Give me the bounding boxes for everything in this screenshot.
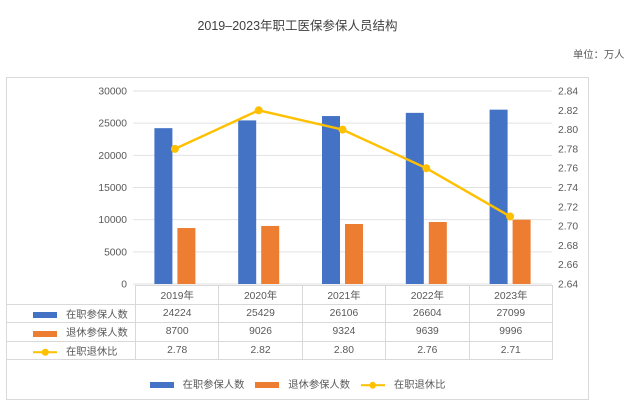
svg-text:2.72: 2.72	[558, 202, 578, 213]
svg-text:10000: 10000	[98, 215, 127, 226]
svg-text:2.70: 2.70	[558, 222, 578, 233]
svg-text:25000: 25000	[98, 119, 127, 130]
svg-text:2.66: 2.66	[558, 260, 578, 271]
svg-text:2.76: 2.76	[558, 164, 578, 175]
svg-text:2.68: 2.68	[558, 241, 578, 252]
svg-text:2.64: 2.64	[558, 280, 578, 291]
svg-text:2.78: 2.78	[558, 144, 578, 155]
svg-text:20000: 20000	[98, 151, 127, 162]
svg-text:15000: 15000	[98, 183, 127, 194]
svg-text:5000: 5000	[104, 247, 127, 258]
svg-text:30000: 30000	[98, 87, 127, 98]
svg-text:2.82: 2.82	[558, 106, 578, 117]
svg-text:2.74: 2.74	[558, 183, 578, 194]
svg-text:2.84: 2.84	[558, 87, 578, 98]
svg-text:2.80: 2.80	[558, 125, 578, 136]
